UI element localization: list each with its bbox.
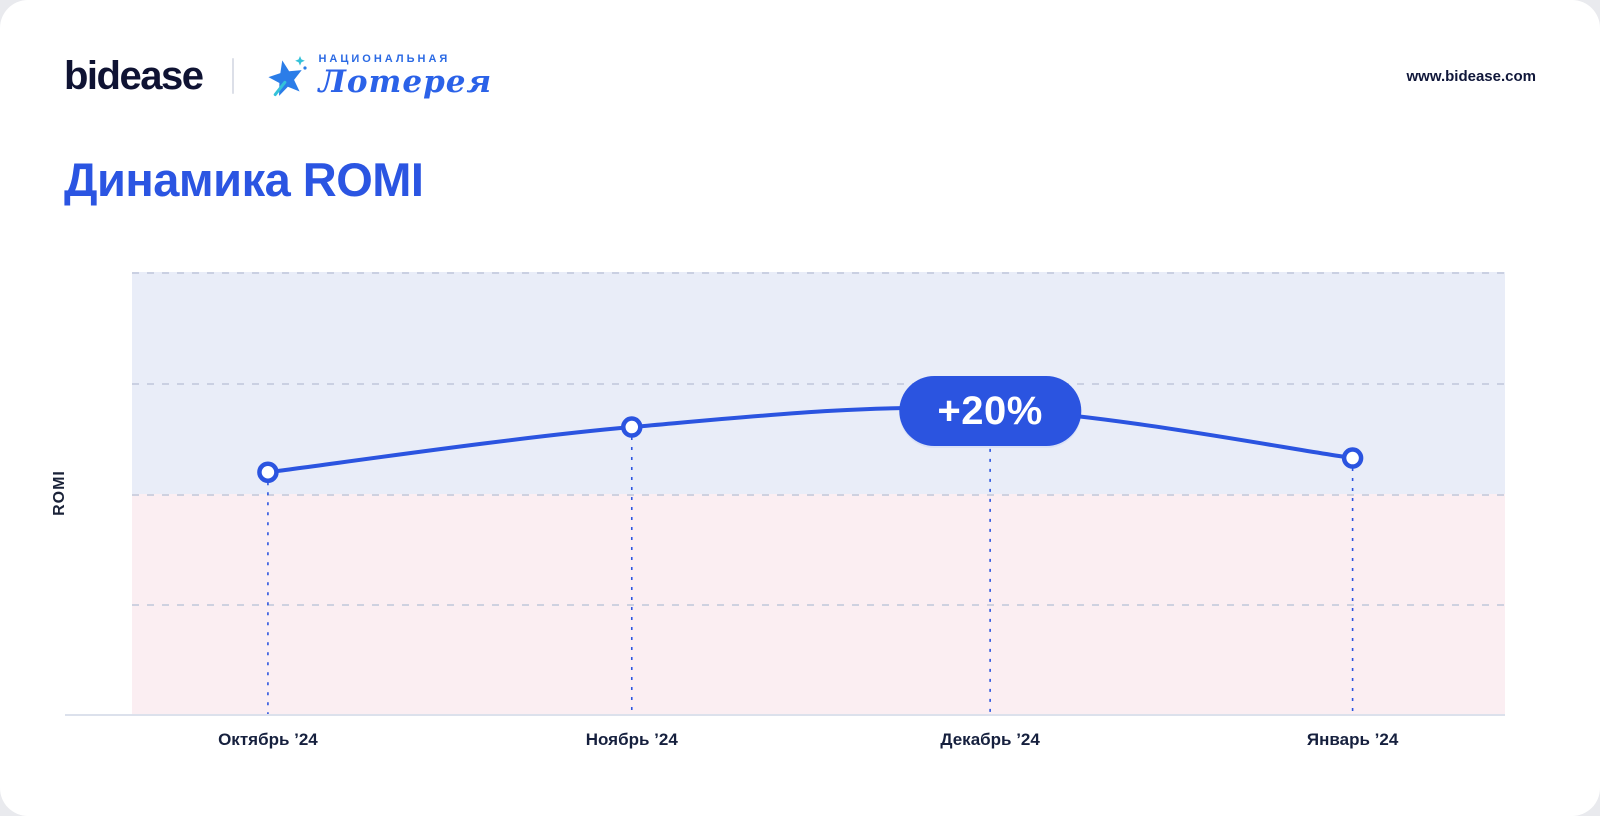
header-divider	[232, 58, 235, 94]
x-tick-label: Декабрь ’24	[940, 730, 1040, 749]
partner-logo: НАЦИОНАЛЬНАЯ Лотерея	[264, 52, 492, 100]
gridline-25	[132, 382, 1505, 385]
partner-script-label: Лотерея	[318, 64, 493, 100]
header: bidease НАЦИОНАЛЬНАЯ Лотерея www.bidease…	[64, 44, 1536, 108]
partner-logo-text: НАЦИОНАЛЬНАЯ Лотерея	[318, 54, 492, 98]
star-rocket-icon	[264, 52, 308, 100]
x-tick-label: Октябрь ’24	[218, 730, 318, 749]
romi-line-chart: +20%	[132, 272, 1505, 715]
growth-badge: +20%	[899, 375, 1081, 446]
line-series-svg	[257, 398, 1364, 715]
x-tick-label: Ноябрь ’24	[585, 730, 678, 749]
bidease-logo: bidease	[64, 54, 204, 98]
romi-series-line	[265, 405, 1355, 475]
page-title: Динамика ROMI	[64, 153, 424, 206]
partner-top-label: НАЦИОНАЛЬНАЯ	[318, 53, 451, 65]
gridline-50	[132, 493, 1505, 496]
data-point-marker	[1341, 447, 1364, 469]
x-axis-labels: Октябрь ’24 Ноябрь ’24 Декабрь ’24 Январь ’…	[132, 730, 1505, 758]
gridline-0	[132, 272, 1505, 274]
site-url[interactable]: www.bidease.com	[1406, 67, 1537, 85]
data-point-marker	[257, 461, 279, 483]
gridline-75	[132, 604, 1505, 607]
data-point-marker	[621, 416, 643, 438]
y-axis-label: ROMI	[51, 470, 68, 516]
x-tick-label: Январь ’24	[1306, 730, 1399, 749]
x-axis-line	[65, 714, 1505, 716]
